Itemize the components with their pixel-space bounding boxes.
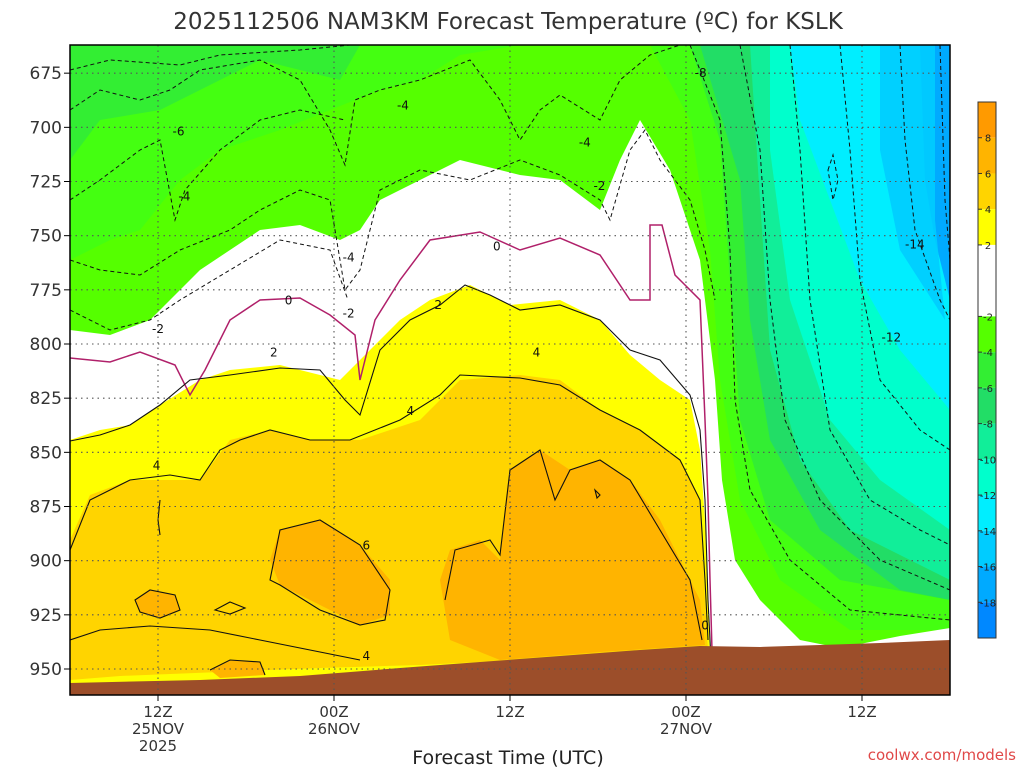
x-tick-label: 2025 bbox=[139, 737, 177, 755]
colorbar-bin bbox=[978, 602, 996, 638]
band-plus-6-d bbox=[210, 660, 265, 678]
band-plus-6-c bbox=[135, 590, 180, 618]
colorbar: 8 6 4 2 -2 -4 -6 -8 -10 -12 -14 -16 -18 bbox=[977, 101, 997, 639]
colorbar-bin bbox=[978, 173, 996, 210]
colorbar-bin bbox=[978, 244, 996, 317]
colorbar-bin bbox=[978, 316, 996, 353]
credit-text: coolwx.com/models bbox=[868, 746, 1016, 764]
contour-label: -2 bbox=[152, 322, 164, 336]
y-tick-label: 800 bbox=[30, 335, 62, 355]
colorbar-bin bbox=[978, 137, 996, 174]
colorbar-tick-label: -10 bbox=[980, 455, 996, 466]
x-tick-label: 00Z bbox=[671, 703, 700, 721]
band-minus-12 bbox=[760, 45, 950, 560]
y-tick-label: 875 bbox=[30, 498, 62, 518]
colorbar-tick-label: -8 bbox=[983, 420, 993, 431]
contour-labels: -8 -4 -4 -6 -4 -2 -14 -4 0 0 -2 2 -2 -12 2 4 4 4 6 4 0 bbox=[152, 66, 925, 663]
contour-label: 0 bbox=[493, 240, 501, 254]
contour-label: 4 bbox=[153, 458, 161, 472]
y-tick-label: 950 bbox=[30, 660, 62, 680]
colorbar-bin bbox=[978, 530, 996, 567]
contour-label: 2 bbox=[434, 298, 442, 312]
contour-label: -6 bbox=[173, 125, 185, 139]
x-tick-label: 12Z bbox=[495, 703, 524, 721]
x-tick-label: 12Z bbox=[143, 703, 172, 721]
contour-label: -4 bbox=[579, 136, 591, 150]
x-tick-label: 12Z bbox=[847, 703, 876, 721]
band-plus-6-b bbox=[440, 450, 705, 660]
y-tick-label: 725 bbox=[30, 173, 62, 193]
y-tick-label: 825 bbox=[30, 389, 62, 409]
contour-label: 0 bbox=[701, 619, 709, 633]
colorbar-bin bbox=[978, 209, 996, 245]
contour-label: 4 bbox=[362, 649, 370, 663]
contour-label: 0 bbox=[285, 294, 293, 308]
y-axis: 675 700 725 750 775 800 825 850 875 900 925 950 bbox=[30, 64, 70, 680]
colorbar-tick-label: -18 bbox=[980, 598, 996, 609]
colorbar-bin bbox=[978, 566, 996, 603]
y-tick-label: 850 bbox=[30, 443, 62, 463]
contour-label: -14 bbox=[905, 237, 925, 251]
x-tick-label: 27NOV bbox=[660, 720, 713, 738]
chart-title: 2025112506 NAM3KM Forecast Temperature (… bbox=[173, 9, 844, 35]
contour-label: -8 bbox=[695, 66, 707, 80]
colorbar-bin bbox=[978, 423, 996, 460]
contour-label: 4 bbox=[533, 346, 541, 360]
x-tick-label: 00Z bbox=[319, 703, 348, 721]
colorbar-bin bbox=[978, 387, 996, 424]
colorbar-tick-label: 6 bbox=[985, 169, 991, 180]
y-tick-label: 675 bbox=[30, 64, 62, 84]
colorbar-tick-label: -2 bbox=[983, 312, 993, 323]
contour-label: 2 bbox=[270, 346, 278, 360]
colorbar-bin bbox=[978, 352, 996, 388]
gridlines bbox=[70, 45, 950, 695]
colorbar-tick-label: -14 bbox=[980, 527, 996, 538]
band-plus-6-a bbox=[270, 520, 390, 625]
contour-label: -4 bbox=[178, 190, 190, 204]
y-tick-label: 925 bbox=[30, 606, 62, 626]
colorbar-tick-label: -4 bbox=[983, 348, 993, 359]
y-tick-label: 900 bbox=[30, 552, 62, 572]
contour-label: 4 bbox=[406, 404, 414, 418]
colorbar-tick-label: 8 bbox=[985, 134, 991, 145]
colorbar-bin bbox=[978, 102, 996, 138]
contour-label: -4 bbox=[397, 99, 409, 113]
colorbar-frame bbox=[977, 101, 997, 639]
y-tick-label: 700 bbox=[30, 118, 62, 138]
contour-label: -4 bbox=[343, 250, 355, 264]
contour-label: -2 bbox=[593, 179, 605, 193]
colorbar-bin bbox=[978, 495, 996, 531]
x-axis-title: Forecast Time (UTC) bbox=[412, 747, 603, 768]
colorbar-tick-label: 4 bbox=[985, 205, 991, 216]
contour-label: -12 bbox=[882, 331, 902, 345]
y-tick-label: 750 bbox=[30, 227, 62, 247]
x-tick-label: 25NOV bbox=[132, 720, 185, 738]
colorbar-bin bbox=[978, 459, 996, 496]
x-tick-label: 26NOV bbox=[308, 720, 361, 738]
y-tick-label: 775 bbox=[30, 281, 62, 301]
band-minus-14 bbox=[880, 45, 945, 320]
colorbar-tick-label: 2 bbox=[985, 241, 991, 252]
positive-contours bbox=[70, 284, 712, 676]
negative-contours bbox=[70, 45, 950, 621]
contour-label: -2 bbox=[343, 307, 355, 321]
plot-area: -8 -4 -4 -6 -4 -2 -14 -4 0 0 -2 2 -2 -12 2 4 4 4 6 4 0 bbox=[70, 45, 950, 695]
contour-label: 6 bbox=[362, 539, 370, 553]
colorbar-tick-label: -6 bbox=[983, 384, 993, 395]
colorbar-tick-label: -16 bbox=[980, 563, 996, 574]
colorbar-tick-label: -12 bbox=[980, 491, 996, 502]
